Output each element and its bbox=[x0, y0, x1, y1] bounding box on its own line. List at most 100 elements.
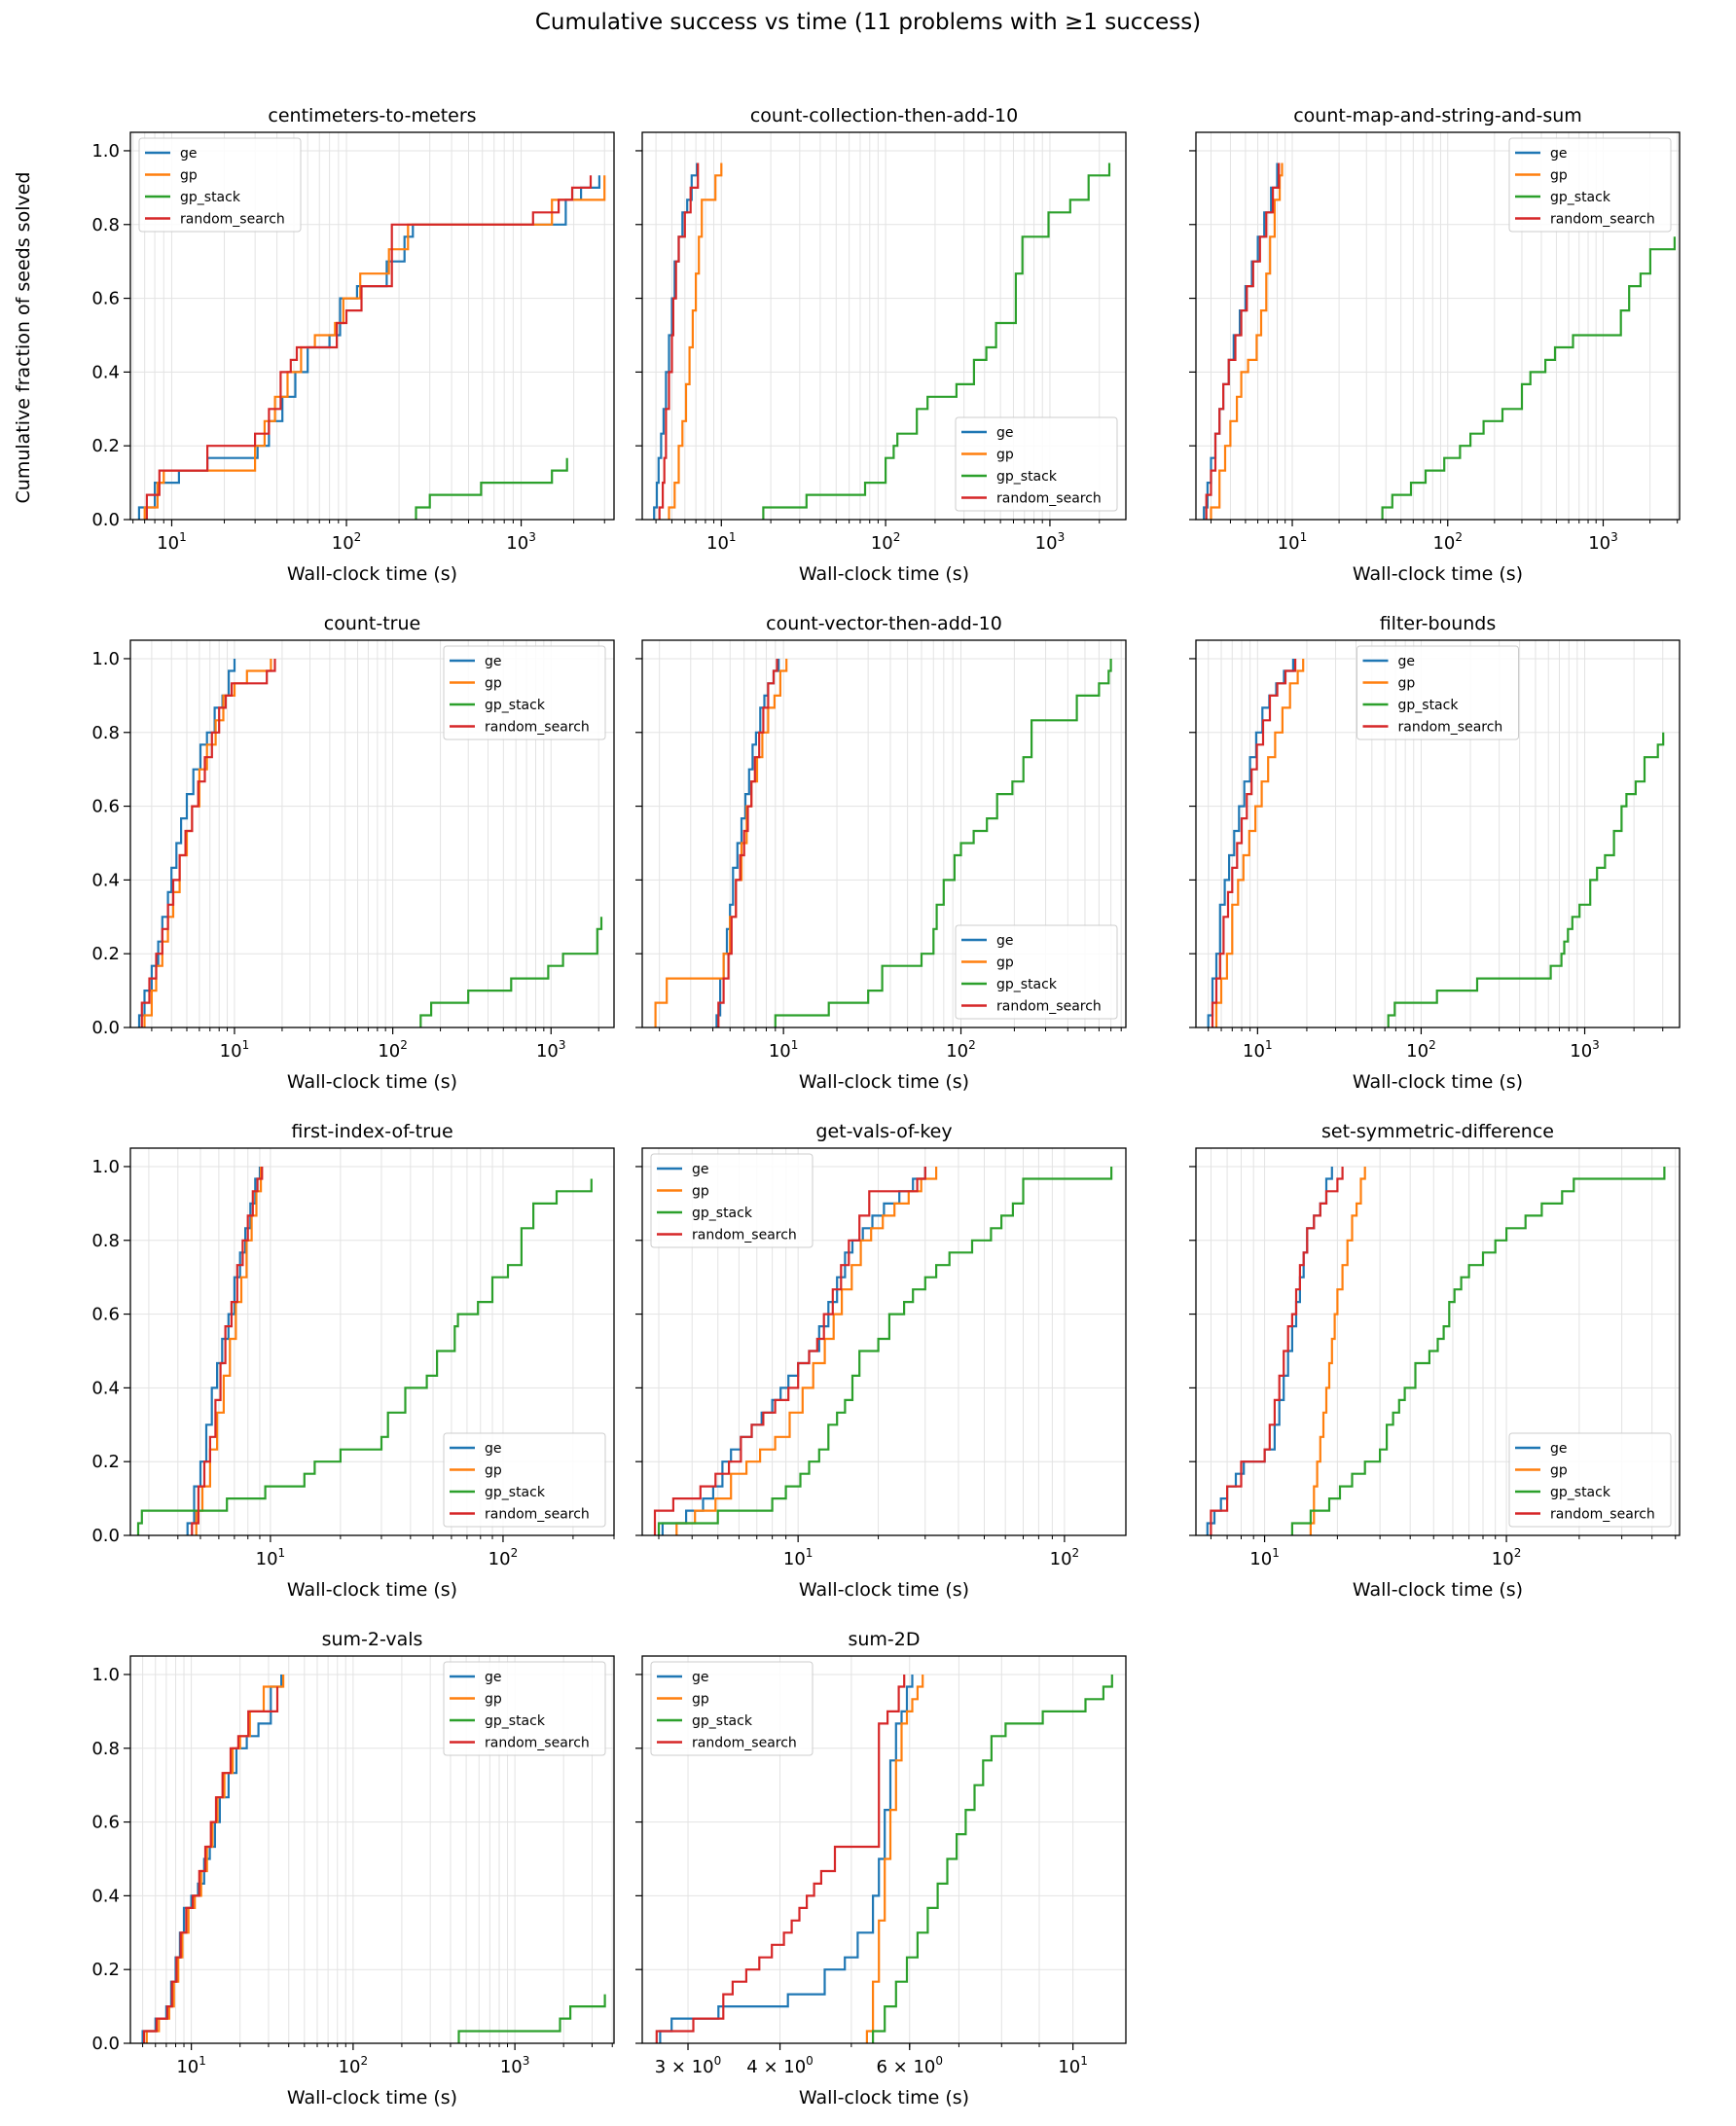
series-line-gp_stack bbox=[136, 1178, 593, 1535]
legend: ge gp gp_stack random_search bbox=[443, 1432, 606, 1528]
y-tick-label: 0.6 bbox=[91, 1813, 120, 1833]
legend: ge gp gp_stack random_search bbox=[650, 1661, 814, 1756]
series-line-gp_stack bbox=[415, 457, 568, 520]
legend-box bbox=[955, 924, 1118, 1020]
legend-box bbox=[443, 1432, 606, 1528]
subplot-title: count-true bbox=[324, 613, 420, 634]
legend-label-random_search: random_search bbox=[692, 1228, 797, 1243]
x-axis-label: Wall-clock time (s) bbox=[799, 2087, 969, 2108]
x-tick-label: 103 bbox=[1588, 530, 1618, 554]
legend-label-gp_stack: gp_stack bbox=[485, 698, 546, 713]
series-line-gp bbox=[145, 1675, 285, 2043]
x-tick-label: 101 bbox=[706, 530, 737, 554]
series-line-random_search bbox=[191, 1167, 264, 1535]
x-axis-label: Wall-clock time (s) bbox=[1353, 1579, 1523, 1601]
subplot-get-vals-of-key: 101 102 get-vals-of-key Wall-clock time (s)… bbox=[635, 1121, 1127, 1601]
x-tick-label: 102 bbox=[1406, 1038, 1436, 1062]
x-tick-label: 102 bbox=[946, 1038, 976, 1062]
series-line-gp_stack bbox=[774, 659, 1112, 1027]
legend-label-gp: gp bbox=[485, 1463, 502, 1479]
legend-label-gp: gp bbox=[180, 168, 198, 184]
series-line-random_search bbox=[1210, 1167, 1344, 1535]
legend-label-gp_stack: gp_stack bbox=[485, 1713, 546, 1729]
x-tick-label: 6 × 100 bbox=[877, 2054, 944, 2077]
y-tick-label: 0.8 bbox=[91, 723, 120, 743]
subplot-first-index-of-true: 101 102 0.0 0.2 0.4 0.6 0.8 1.0 first-index-of-t… bbox=[91, 1121, 615, 1601]
y-tick-label: 0.4 bbox=[91, 870, 120, 890]
subplot-title: sum-2D bbox=[848, 1629, 920, 1650]
legend-label-gp_stack: gp_stack bbox=[996, 977, 1058, 992]
series-line-gp bbox=[654, 659, 788, 1027]
series-line-ge bbox=[659, 1675, 914, 2043]
legend-label-ge: ge bbox=[1550, 1441, 1568, 1457]
subplot-title: count-map-and-string-and-sum bbox=[1293, 105, 1582, 126]
series-line-gp bbox=[865, 1675, 924, 2043]
y-tick-label: 1.0 bbox=[91, 141, 120, 162]
x-tick-label: 101 bbox=[783, 1546, 814, 1569]
x-tick-label: 3 × 100 bbox=[655, 2054, 722, 2077]
legend-label-ge: ge bbox=[485, 654, 502, 669]
axes-frame bbox=[129, 131, 615, 521]
x-tick-label: 101 bbox=[769, 1038, 799, 1062]
y-tick-label: 0.2 bbox=[91, 1452, 120, 1472]
y-tick-label: 0.0 bbox=[91, 2034, 120, 2054]
legend: ge gp gp_stack random_search bbox=[443, 645, 606, 740]
y-tick-label: 0.8 bbox=[91, 1739, 120, 1759]
legend-label-gp_stack: gp_stack bbox=[692, 1713, 753, 1729]
x-tick-label: 102 bbox=[1492, 1546, 1522, 1569]
x-axis-label: Wall-clock time (s) bbox=[287, 563, 457, 585]
y-tick-label: 0.6 bbox=[91, 289, 120, 309]
figure-title: Cumulative success vs time (11 problems … bbox=[534, 10, 1202, 35]
x-tick-label: 103 bbox=[506, 530, 536, 554]
x-tick-label: 101 bbox=[1249, 1546, 1280, 1569]
series-line-gp bbox=[195, 1167, 263, 1535]
legend: ge gp gp_stack random_search bbox=[955, 924, 1118, 1020]
series-line-ge bbox=[1203, 162, 1279, 520]
legend-box bbox=[138, 137, 302, 233]
legend-label-gp_stack: gp_stack bbox=[692, 1206, 753, 1221]
axes-frame bbox=[641, 639, 1127, 1028]
legend: ge gp gp_stack random_search bbox=[955, 416, 1118, 512]
legend-label-ge: ge bbox=[180, 146, 198, 162]
y-tick-label: 0.4 bbox=[91, 1886, 120, 1906]
subplot-title: count-collection-then-add-10 bbox=[750, 105, 1018, 126]
legend-label-ge: ge bbox=[1398, 654, 1416, 669]
series-line-gp_stack bbox=[762, 162, 1111, 520]
y-tick-label: 0.8 bbox=[91, 1231, 120, 1251]
x-tick-label: 103 bbox=[500, 2054, 530, 2077]
legend-box bbox=[443, 645, 606, 740]
series-line-gp_stack bbox=[872, 1675, 1113, 2043]
legend-label-random_search: random_search bbox=[485, 1507, 590, 1523]
x-axis-label: Wall-clock time (s) bbox=[799, 563, 969, 585]
series-line-ge bbox=[141, 1675, 283, 2043]
series-line-gp bbox=[143, 659, 272, 1027]
x-tick-label: 4 × 100 bbox=[746, 2054, 814, 2077]
y-tick-label: 0.2 bbox=[91, 436, 120, 456]
subplot-title: first-index-of-true bbox=[291, 1121, 452, 1142]
series-line-ge bbox=[653, 162, 699, 520]
subplot-count-collection-then-add-10: 101 102 103 count-collection-then-add-10 Wal… bbox=[635, 105, 1127, 585]
y-tick-label: 0.2 bbox=[91, 944, 120, 964]
legend-box bbox=[1508, 1432, 1672, 1528]
x-tick-label: 102 bbox=[1050, 1546, 1080, 1569]
legend-label-gp: gp bbox=[996, 955, 1014, 971]
legend-label-gp: gp bbox=[485, 1692, 502, 1708]
axes-frame bbox=[1195, 639, 1681, 1028]
axes-frame bbox=[641, 131, 1127, 521]
y-tick-label: 0.0 bbox=[91, 1018, 120, 1038]
series-line-random_search bbox=[142, 1686, 279, 2043]
legend-label-gp_stack: gp_stack bbox=[1398, 698, 1460, 713]
legend-label-gp_stack: gp_stack bbox=[996, 469, 1058, 485]
subplot-title: get-vals-of-key bbox=[815, 1121, 952, 1142]
subplot-set-symmetric-difference: 101 102 set-symmetric-difference Wall-clock… bbox=[1189, 1121, 1681, 1601]
subplot-title: count-vector-then-add-10 bbox=[766, 613, 1002, 634]
x-tick-label: 101 bbox=[1243, 1038, 1273, 1062]
series-line-random_search bbox=[140, 659, 276, 1027]
x-tick-label: 102 bbox=[488, 1546, 519, 1569]
subplot-title: sum-2-vals bbox=[322, 1629, 423, 1650]
x-axis-label: Wall-clock time (s) bbox=[1353, 563, 1523, 585]
subplot-filter-bounds: 101 102 103 filter-bounds Wall-clock time (s… bbox=[1189, 613, 1681, 1093]
legend: ge gp gp_stack random_search bbox=[1508, 137, 1672, 233]
y-tick-label: 0.2 bbox=[91, 1960, 120, 1980]
x-tick-label: 102 bbox=[378, 1038, 408, 1062]
